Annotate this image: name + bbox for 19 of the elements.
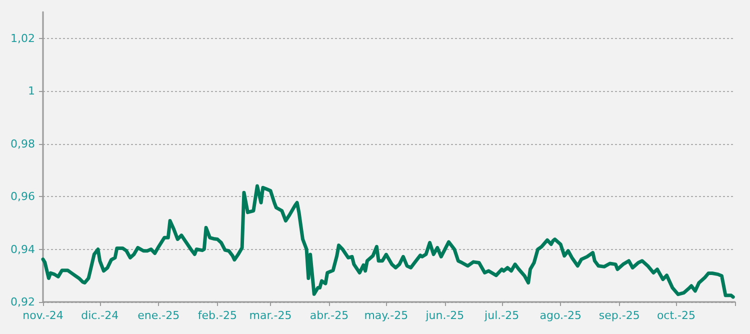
x-tick-label: feb.-25 xyxy=(198,309,237,322)
x-tick-label: ago.-25 xyxy=(540,309,582,322)
x-tick-label: mar.-25 xyxy=(249,309,292,322)
y-tick-label: 0,92 xyxy=(10,296,35,308)
y-tick-label: 1,02 xyxy=(10,32,35,45)
y-tick-label: 0,96 xyxy=(10,190,35,204)
y-tick-label: 0,94 xyxy=(10,242,35,256)
x-tick-label: dic.-24 xyxy=(81,309,119,322)
y-tick-label: 1 xyxy=(28,84,35,98)
x-tick-label: abr.-25 xyxy=(310,309,349,322)
line-series xyxy=(41,184,735,299)
y-tick-label: 0,98 xyxy=(10,137,35,150)
x-tick-label: oct.-25 xyxy=(656,309,696,322)
x-tick-label: ene.-25 xyxy=(138,309,180,322)
x-tick-label: sep.-25 xyxy=(598,309,640,322)
x-tick-label: jun.-25 xyxy=(424,309,464,322)
x-tick-label: jul.-25 xyxy=(484,309,520,322)
x-tick-label: nov.-24 xyxy=(22,309,64,322)
x-tick-label: may.-25 xyxy=(364,309,408,322)
